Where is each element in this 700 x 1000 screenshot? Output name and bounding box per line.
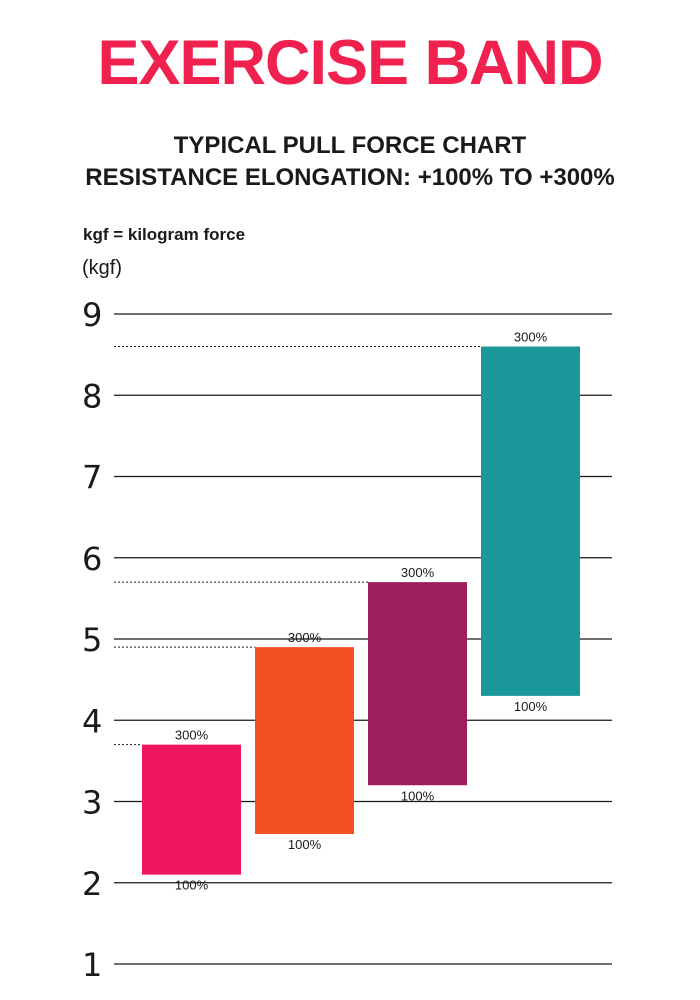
- high-value-label: 300%: [401, 565, 435, 580]
- y-axis-unit-label: (kgf): [82, 257, 122, 279]
- low-value-label: 100%: [175, 878, 209, 893]
- y-axis-ticks: 1 2 3 4 5 6 7 8 9: [82, 296, 102, 984]
- leader-lines: [114, 346, 481, 746]
- y-tick-label: 4: [82, 702, 102, 740]
- unit-note: kgf = kilogram force: [83, 225, 246, 244]
- y-tick-label: 3: [82, 784, 102, 822]
- y-tick-label: 2: [82, 865, 102, 903]
- chart-subtitle-line-2: RESISTANCE ELONGATION: +100% TO +300%: [85, 164, 615, 191]
- range-bar: [368, 582, 467, 786]
- y-tick-label: 8: [82, 377, 102, 415]
- range-bar: [142, 744, 241, 875]
- range-bar: [255, 647, 354, 834]
- high-value-label: 300%: [288, 630, 322, 645]
- y-tick-label: 1: [82, 946, 102, 984]
- range-bar: [481, 346, 580, 696]
- y-tick-label: 7: [82, 459, 102, 497]
- y-tick-label: 5: [82, 621, 102, 659]
- low-value-label: 100%: [514, 699, 548, 714]
- y-tick-label: 9: [82, 296, 102, 334]
- chart-title: EXERCISE BAND: [97, 28, 603, 98]
- y-tick-label: 6: [82, 540, 102, 578]
- low-value-label: 100%: [288, 837, 322, 852]
- chart-subtitle-line-1: TYPICAL PULL FORCE CHART: [173, 132, 527, 159]
- high-value-label: 300%: [175, 728, 209, 743]
- low-value-label: 100%: [401, 788, 435, 803]
- high-value-label: 300%: [514, 330, 548, 345]
- range-bars: [142, 346, 580, 875]
- data-labels: 300% 100% 300% 100% 300% 100% 300% 100%: [175, 330, 548, 893]
